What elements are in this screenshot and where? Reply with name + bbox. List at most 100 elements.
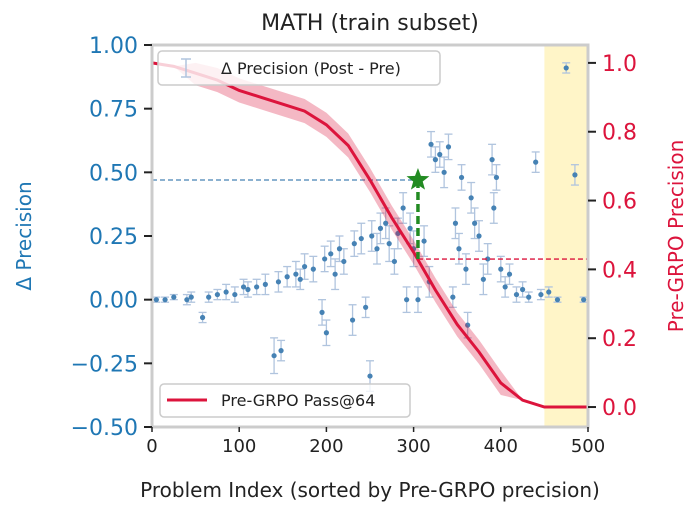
chart-title: MATH (train subset): [261, 11, 479, 36]
x-tick-label: 0: [146, 436, 157, 457]
delta-point: [441, 169, 447, 175]
delta-point: [485, 256, 491, 262]
delta-point: [322, 256, 328, 262]
right-tick-label: 0.0: [602, 396, 637, 421]
delta-point: [184, 297, 190, 303]
legend-pass: Pre-GRPO Pass@64: [159, 383, 411, 418]
delta-point: [452, 220, 459, 226]
delta-point: [223, 289, 229, 295]
delta-point: [493, 174, 500, 181]
delta-point: [386, 241, 392, 247]
plot-area: [150, 43, 590, 429]
delta-point: [432, 157, 438, 163]
x-tick-label: 100: [222, 436, 256, 457]
delta-point: [445, 144, 452, 150]
delta-point: [513, 291, 520, 298]
legend-delta-label: Δ Precision (Post - Pre): [221, 59, 401, 78]
delta-point: [232, 291, 238, 298]
x-tick-label: 300: [396, 436, 430, 457]
delta-point: [572, 172, 578, 178]
delta-point: [415, 297, 421, 303]
star-marker: [406, 167, 430, 190]
right-tick-label: 1.0: [602, 52, 637, 77]
delta-point: [476, 233, 482, 239]
left-axis-ticks: −0.50 −0.25 0.00 0.25 0.50 0.75 1.00: [71, 34, 152, 441]
delta-point: [328, 251, 334, 257]
left-tick-label: 0.75: [89, 98, 138, 123]
delta-point: [284, 274, 290, 280]
delta-point: [171, 294, 177, 300]
right-tick-label: 0.8: [602, 121, 637, 146]
x-tick-label: 200: [309, 436, 343, 457]
delta-point: [456, 246, 462, 252]
delta-point: [502, 284, 508, 290]
delta-point: [421, 238, 427, 244]
left-tick-label: 0.25: [89, 225, 138, 250]
delta-point: [374, 246, 380, 252]
delta-point: [520, 286, 526, 293]
delta-point: [240, 284, 247, 290]
delta-point: [323, 330, 329, 336]
delta-point: [332, 271, 338, 277]
delta-point: [341, 258, 347, 265]
x-tick-label: 400: [484, 436, 518, 457]
delta-point: [369, 233, 375, 239]
delta-point: [465, 322, 471, 328]
left-axis-label: Δ Precision: [12, 181, 36, 290]
delta-point: [349, 317, 356, 323]
shaded-region: [544, 45, 588, 427]
x-axis-ticks: 0 100 200 300 400 500: [146, 427, 605, 457]
legend-pass-label: Pre-GRPO Pass@64: [221, 391, 375, 410]
delta-point: [404, 297, 410, 303]
delta-point: [581, 297, 587, 303]
delta-point: [428, 141, 434, 147]
errorbar-legend-icon: [181, 58, 191, 78]
delta-point: [472, 220, 478, 226]
delta-point: [489, 157, 495, 163]
delta-point: [533, 159, 539, 165]
delta-point: [293, 271, 299, 277]
delta-point: [383, 220, 389, 226]
delta-point: [297, 276, 303, 282]
delta-point: [458, 174, 465, 181]
delta-point: [262, 281, 268, 287]
delta-point: [363, 304, 369, 310]
delta-point: [336, 246, 343, 252]
delta-point: [546, 289, 552, 295]
delta-point: [199, 314, 206, 321]
delta-point: [526, 294, 532, 300]
delta-point: [480, 276, 486, 282]
right-tick-label: 0.6: [602, 190, 637, 215]
delta-point: [498, 266, 504, 272]
delta-point: [271, 353, 277, 359]
left-tick-label: −0.50: [71, 416, 138, 441]
delta-point: [214, 291, 220, 298]
delta-point: [506, 271, 513, 277]
delta-point: [563, 65, 569, 71]
delta-point: [254, 284, 260, 290]
delta-point: [468, 195, 474, 201]
delta-point: [278, 348, 284, 354]
delta-point: [358, 235, 364, 242]
left-tick-label: 0.50: [89, 161, 138, 186]
delta-point: [206, 294, 212, 300]
delta-point: [188, 294, 194, 300]
delta-point: [245, 286, 251, 293]
right-tick-label: 0.2: [602, 327, 637, 352]
right-axis-label: Pre-GRPO Precision: [664, 140, 688, 333]
x-axis-label: Problem Index (sorted by Pre-GRPO precis…: [140, 478, 600, 502]
delta-point: [554, 297, 561, 303]
right-tick-label: 0.4: [602, 258, 637, 283]
left-tick-label: 1.00: [89, 34, 138, 59]
delta-point: [437, 151, 443, 158]
delta-point: [391, 258, 398, 265]
left-tick-label: −0.25: [71, 352, 138, 377]
x-tick-label: 500: [571, 436, 605, 457]
delta-point: [275, 279, 282, 285]
delta-point: [153, 297, 159, 303]
delta-point: [162, 297, 168, 303]
delta-point: [310, 266, 316, 272]
delta-point: [319, 309, 325, 315]
delta-point: [367, 373, 373, 379]
